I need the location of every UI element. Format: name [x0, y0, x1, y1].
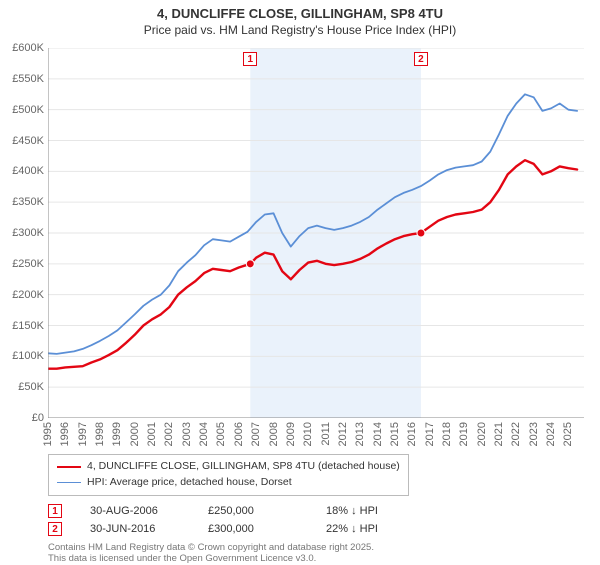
chart-svg	[48, 48, 584, 418]
legend-row: HPI: Average price, detached house, Dors…	[57, 475, 400, 491]
x-tick-label: 2018	[441, 422, 453, 446]
x-tick-label: 2006	[233, 422, 245, 446]
sale-marker-label: 1	[243, 52, 257, 66]
sale-row: 2 30-JUN-2016 £300,000 22% ↓ HPI	[48, 520, 584, 538]
legend-label: 4, DUNCLIFFE CLOSE, GILLINGHAM, SP8 4TU …	[87, 459, 400, 475]
x-tick-label: 2013	[354, 422, 366, 446]
footnote-line: Contains HM Land Registry data © Crown c…	[48, 542, 584, 554]
x-tick-label: 2007	[250, 422, 262, 446]
sale-marker-icon: 2	[48, 522, 62, 536]
chart-container: 4, DUNCLIFFE CLOSE, GILLINGHAM, SP8 4TU …	[0, 0, 600, 560]
x-tick-label: 2019	[458, 422, 470, 446]
footnote-line: This data is licensed under the Open Gov…	[48, 553, 584, 565]
legend-label: HPI: Average price, detached house, Dors…	[87, 475, 292, 491]
y-tick-label: £300K	[12, 227, 44, 239]
x-tick-label: 2016	[406, 422, 418, 446]
sale-marker-label: 2	[414, 52, 428, 66]
chart-title: 4, DUNCLIFFE CLOSE, GILLINGHAM, SP8 4TU	[0, 0, 600, 23]
y-tick-label: £250K	[12, 258, 44, 270]
x-tick-label: 1997	[77, 422, 89, 446]
x-tick-label: 2024	[545, 422, 557, 446]
x-tick-label: 2000	[129, 422, 141, 446]
x-tick-label: 2021	[493, 422, 505, 446]
sale-date: 30-JUN-2016	[90, 523, 180, 535]
x-tick-label: 2001	[146, 422, 158, 446]
x-tick-label: 2004	[198, 422, 210, 446]
x-tick-label: 2012	[337, 422, 349, 446]
x-tick-label: 2003	[181, 422, 193, 446]
x-tick-label: 1998	[94, 422, 106, 446]
legend-and-footer: 4, DUNCLIFFE CLOSE, GILLINGHAM, SP8 4TU …	[48, 454, 584, 565]
x-tick-label: 2009	[285, 422, 297, 446]
legend-box: 4, DUNCLIFFE CLOSE, GILLINGHAM, SP8 4TU …	[48, 454, 409, 496]
x-tick-label: 2005	[215, 422, 227, 446]
y-tick-label: £150K	[12, 320, 44, 332]
y-tick-label: £200K	[12, 289, 44, 301]
x-tick-label: 2008	[268, 422, 280, 446]
chart-area: £0£50K£100K£150K£200K£250K£300K£350K£400…	[48, 48, 584, 418]
x-tick-label: 2015	[389, 422, 401, 446]
x-tick-label: 1999	[111, 422, 123, 446]
chart-subtitle: Price paid vs. HM Land Registry's House …	[0, 23, 600, 41]
sale-date: 30-AUG-2006	[90, 505, 180, 517]
x-tick-label: 2022	[510, 422, 522, 446]
y-tick-label: £550K	[12, 73, 44, 85]
y-tick-label: £350K	[12, 196, 44, 208]
x-tick-label: 1996	[59, 422, 71, 446]
sale-marker-icon: 1	[48, 504, 62, 518]
y-tick-label: £450K	[12, 135, 44, 147]
x-tick-label: 2002	[163, 422, 175, 446]
footnote: Contains HM Land Registry data © Crown c…	[48, 542, 584, 565]
y-tick-label: £500K	[12, 104, 44, 116]
y-tick-label: £50K	[18, 381, 44, 393]
x-tick-label: 2011	[320, 422, 332, 446]
x-tick-label: 2020	[476, 422, 488, 446]
sale-row: 1 30-AUG-2006 £250,000 18% ↓ HPI	[48, 502, 584, 520]
legend-row: 4, DUNCLIFFE CLOSE, GILLINGHAM, SP8 4TU …	[57, 459, 400, 475]
x-tick-label: 2010	[302, 422, 314, 446]
y-tick-label: £600K	[12, 42, 44, 54]
legend-swatch	[57, 482, 81, 483]
x-tick-label: 2025	[562, 422, 574, 446]
sales-table: 1 30-AUG-2006 £250,000 18% ↓ HPI 2 30-JUN-201…	[48, 502, 584, 538]
x-tick-label: 2014	[372, 422, 384, 446]
y-tick-label: £400K	[12, 165, 44, 177]
x-tick-label: 2017	[424, 422, 436, 446]
sale-hpi-delta: 18% ↓ HPI	[326, 505, 416, 517]
sale-price: £250,000	[208, 505, 298, 517]
y-tick-label: £100K	[12, 350, 44, 362]
x-tick-label: 2023	[528, 422, 540, 446]
sale-price: £300,000	[208, 523, 298, 535]
sale-hpi-delta: 22% ↓ HPI	[326, 523, 416, 535]
x-tick-label: 1995	[42, 422, 54, 446]
legend-swatch	[57, 466, 81, 468]
